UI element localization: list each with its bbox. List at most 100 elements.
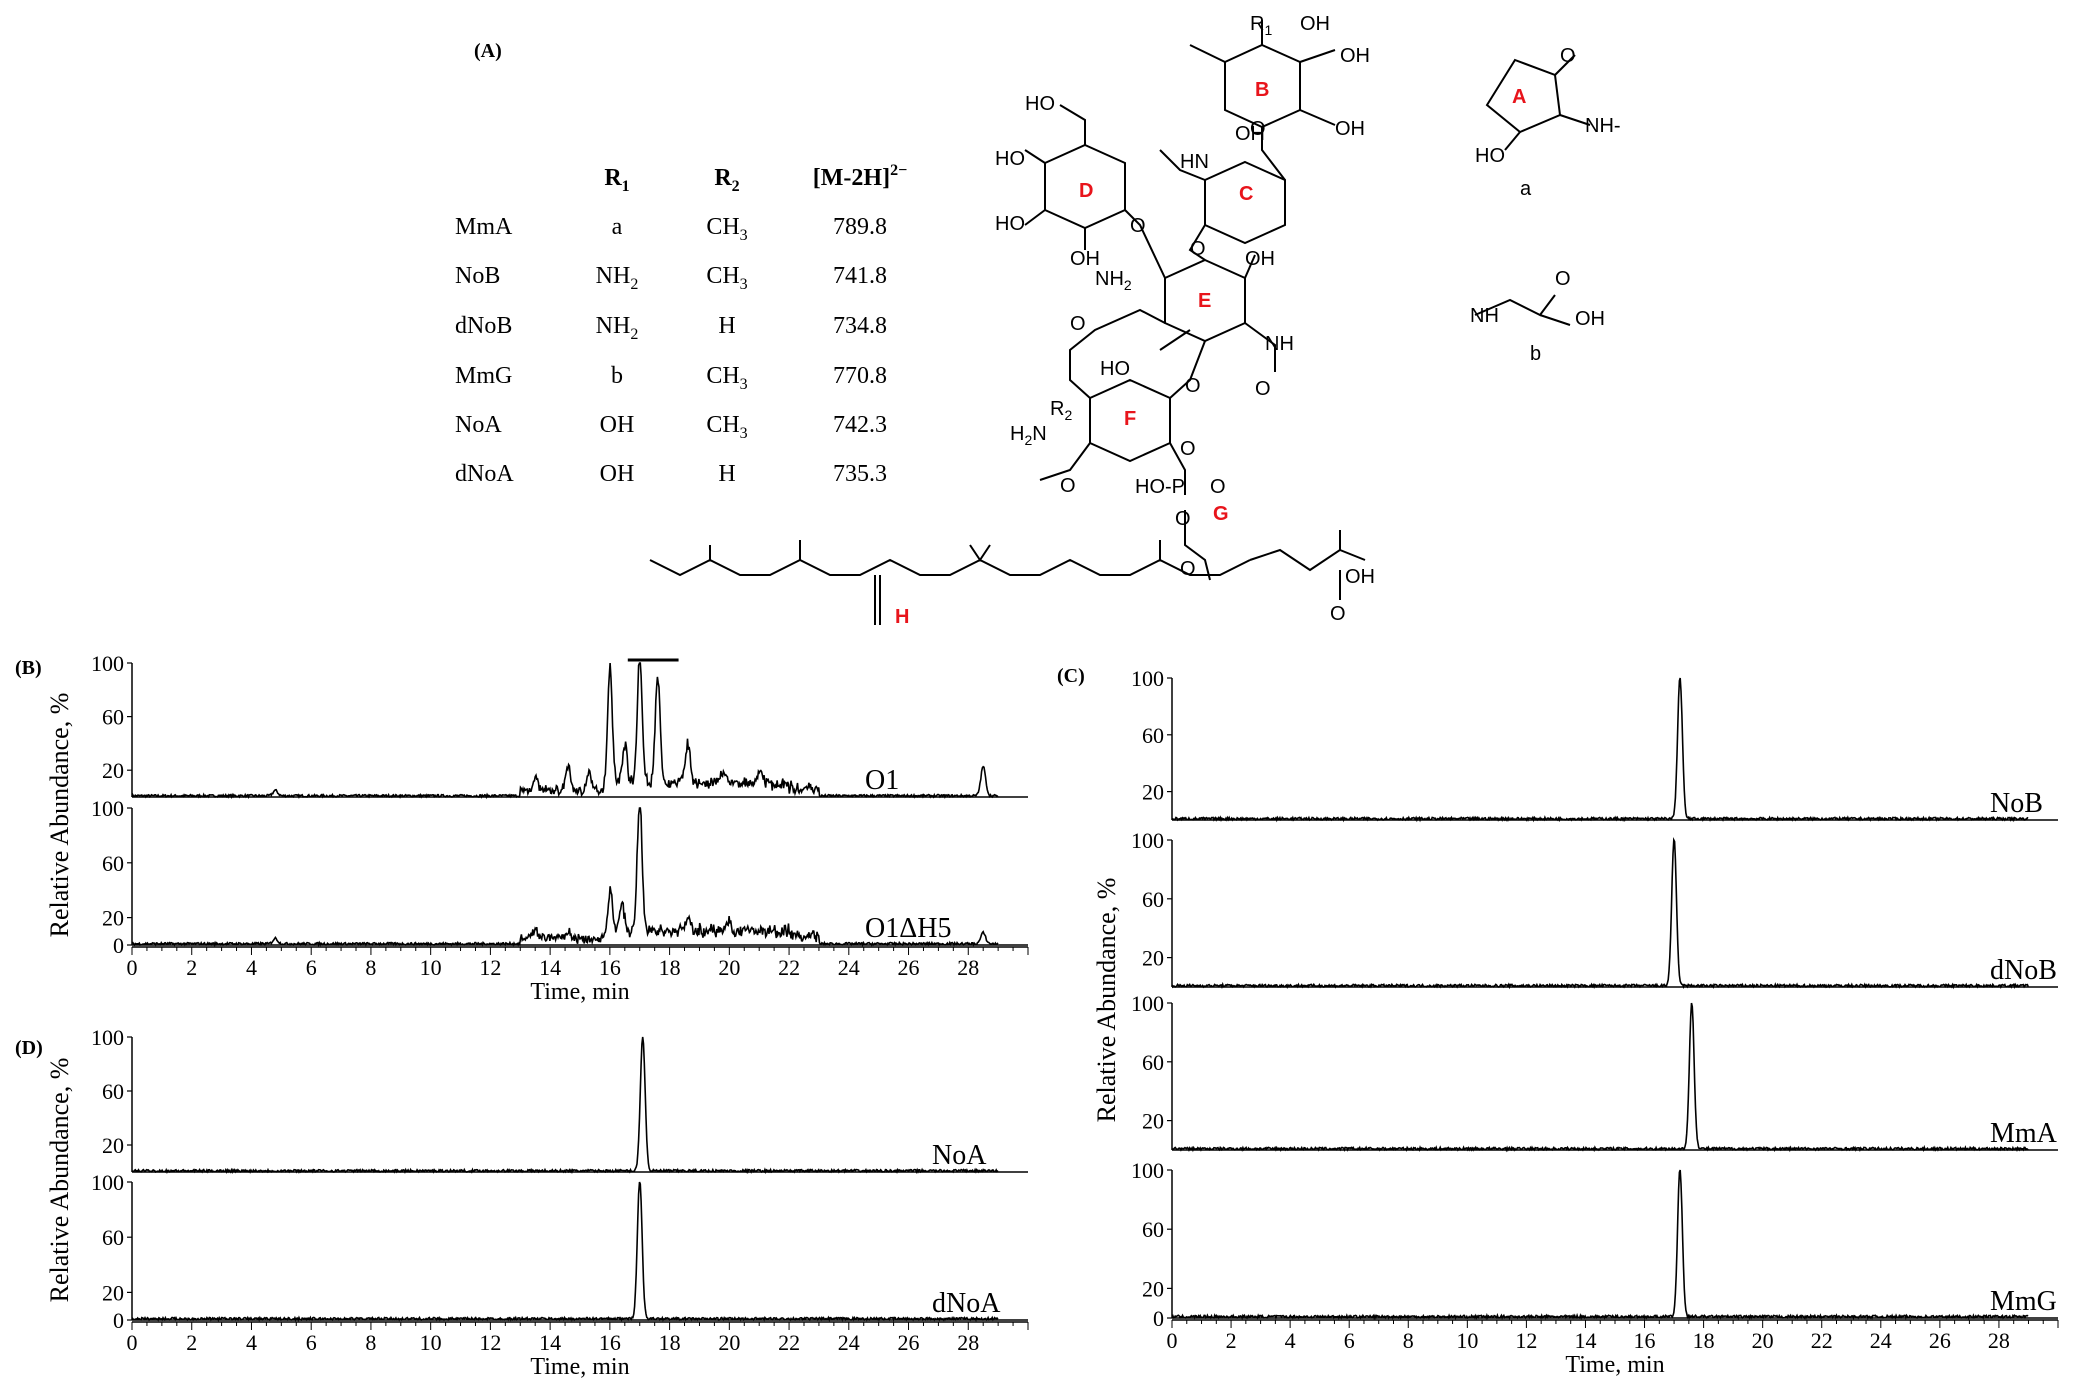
- x-tick-label: 4: [1285, 1328, 1296, 1353]
- series-label: MmG: [1990, 1286, 2057, 1317]
- svg-text:OH: OH: [1070, 248, 1100, 270]
- x-tick-label: 18: [659, 955, 681, 980]
- y-tick-label: 20: [102, 1280, 124, 1305]
- series-line: [1171, 1002, 2029, 1153]
- y-tick-label: 60: [1142, 887, 1164, 912]
- svg-text:HO: HO: [1025, 93, 1055, 115]
- y-tick-label: 100: [91, 1170, 124, 1195]
- table-cell: OH: [600, 461, 635, 487]
- y-tick-label: 20: [102, 906, 124, 931]
- x-tick-label: 22: [778, 1330, 800, 1355]
- table-cell: CH3: [706, 363, 747, 393]
- svg-text:HO: HO: [995, 148, 1025, 170]
- svg-text:O: O: [1185, 375, 1201, 397]
- y-tick-label: 60: [102, 1225, 124, 1250]
- x-tick-label: 2: [186, 955, 197, 980]
- x-tick-label: 20: [718, 955, 740, 980]
- svg-text:OH: OH: [1245, 248, 1275, 270]
- x-tick-label: 8: [365, 1330, 376, 1355]
- table-cell: a: [612, 214, 623, 240]
- x-tick-label: 20: [718, 1330, 740, 1355]
- x-tick-label: 6: [306, 1330, 317, 1355]
- series-line: [131, 1036, 999, 1175]
- y-tick-label: 20: [102, 1133, 124, 1158]
- table-row: dNoB NH2 H 734.8: [455, 313, 887, 343]
- panel-label-b: (B): [15, 657, 42, 679]
- series-line: [1171, 677, 2029, 823]
- ring-a: [1485, 58, 1562, 134]
- svg-text:NH: NH: [1470, 305, 1499, 327]
- svg-text:NH: NH: [1265, 333, 1294, 355]
- x-tick-label: 4: [246, 1330, 257, 1355]
- x-tick-label: 2: [186, 1330, 197, 1355]
- series-label: dNoB: [1990, 955, 2057, 986]
- svg-text:OH: OH: [1575, 308, 1605, 330]
- table-cell: 789.8: [833, 214, 887, 240]
- series-label: MmA: [1990, 1118, 2058, 1149]
- series-label: dNoA: [932, 1288, 1001, 1319]
- x-tick-label: 12: [479, 1330, 501, 1355]
- x-tick-label: 10: [420, 955, 442, 980]
- y-axis-label: Relative Abundance, %: [45, 1058, 74, 1303]
- x-tick-label: 24: [838, 1330, 860, 1355]
- ring-label: G: [1213, 503, 1229, 525]
- table-cell: H: [718, 461, 735, 487]
- table-row: NoB NH2 CH3 741.8: [455, 263, 887, 293]
- svg-text:b: b: [1530, 343, 1541, 365]
- x-tick-label: 10: [1456, 1328, 1478, 1353]
- series-line: [131, 662, 999, 800]
- x-tick-label: 12: [1515, 1328, 1537, 1353]
- svg-text:O: O: [1175, 508, 1191, 530]
- svg-text:NH-: NH-: [1585, 115, 1621, 137]
- x-axis-label: Time, min: [530, 979, 629, 1005]
- x-tick-label: 10: [420, 1330, 442, 1355]
- ring-labels: A B C D E F G H: [895, 79, 1526, 628]
- svg-text:R2: R2: [1050, 398, 1072, 423]
- table-cell: NoB: [455, 263, 500, 289]
- x-axis-label: Time, min: [1565, 1352, 1664, 1378]
- x-tick-label: 26: [1929, 1328, 1951, 1353]
- x-tick-label: 28: [1988, 1328, 2010, 1353]
- svg-text:O: O: [1190, 238, 1206, 260]
- svg-text:O: O: [1560, 45, 1576, 67]
- y-tick-label: 60: [102, 851, 124, 876]
- svg-text:HN: HN: [1180, 151, 1209, 173]
- table-cell: dNoA: [455, 461, 514, 487]
- y-tick-label: 100: [1131, 666, 1164, 691]
- x-tick-label: 8: [365, 955, 376, 980]
- table-row: MmG b CH3 770.8: [455, 363, 887, 393]
- table-row: NoA OH CH3 742.3: [455, 412, 887, 442]
- y-axis-label: Relative Abundance, %: [1092, 878, 1121, 1123]
- y-tick-label: 0: [113, 933, 124, 958]
- ring-label: F: [1124, 408, 1136, 430]
- x-tick-label: 14: [539, 1330, 561, 1355]
- svg-text:HO-P: HO-P: [1135, 476, 1185, 498]
- y-tick-label: 20: [1142, 946, 1164, 971]
- chemical-structure: [649, 20, 1591, 625]
- y-tick-label: 100: [1131, 1158, 1164, 1183]
- y-tick-label: 20: [1142, 780, 1164, 805]
- svg-text:HO: HO: [1100, 358, 1130, 380]
- panel-label-c: (C): [1057, 665, 1085, 687]
- series-label: NoB: [1990, 788, 2043, 819]
- y-tick-label: 100: [91, 1025, 124, 1050]
- svg-text:OH: OH: [1335, 118, 1365, 140]
- svg-text:O: O: [1180, 558, 1196, 580]
- y-tick-label: 100: [91, 796, 124, 821]
- x-tick-label: 16: [599, 1330, 621, 1355]
- table-row: MmA a CH3 789.8: [455, 214, 887, 244]
- x-tick-label: 24: [838, 955, 860, 980]
- series-line: [131, 1181, 999, 1323]
- x-tick-label: 24: [1870, 1328, 1892, 1353]
- table-cell: MmA: [455, 214, 513, 240]
- table-cell: 742.3: [833, 412, 887, 438]
- ring-label: E: [1198, 290, 1211, 312]
- x-tick-label: 0: [1167, 1328, 1178, 1353]
- table-header-r2: R2: [714, 165, 739, 195]
- svg-text:OH: OH: [1300, 13, 1330, 35]
- table-cell: MmG: [455, 363, 512, 389]
- svg-text:HO: HO: [995, 213, 1025, 235]
- y-tick-label: 100: [91, 651, 124, 676]
- table-cell: CH3: [706, 214, 747, 244]
- x-tick-label: 6: [1344, 1328, 1355, 1353]
